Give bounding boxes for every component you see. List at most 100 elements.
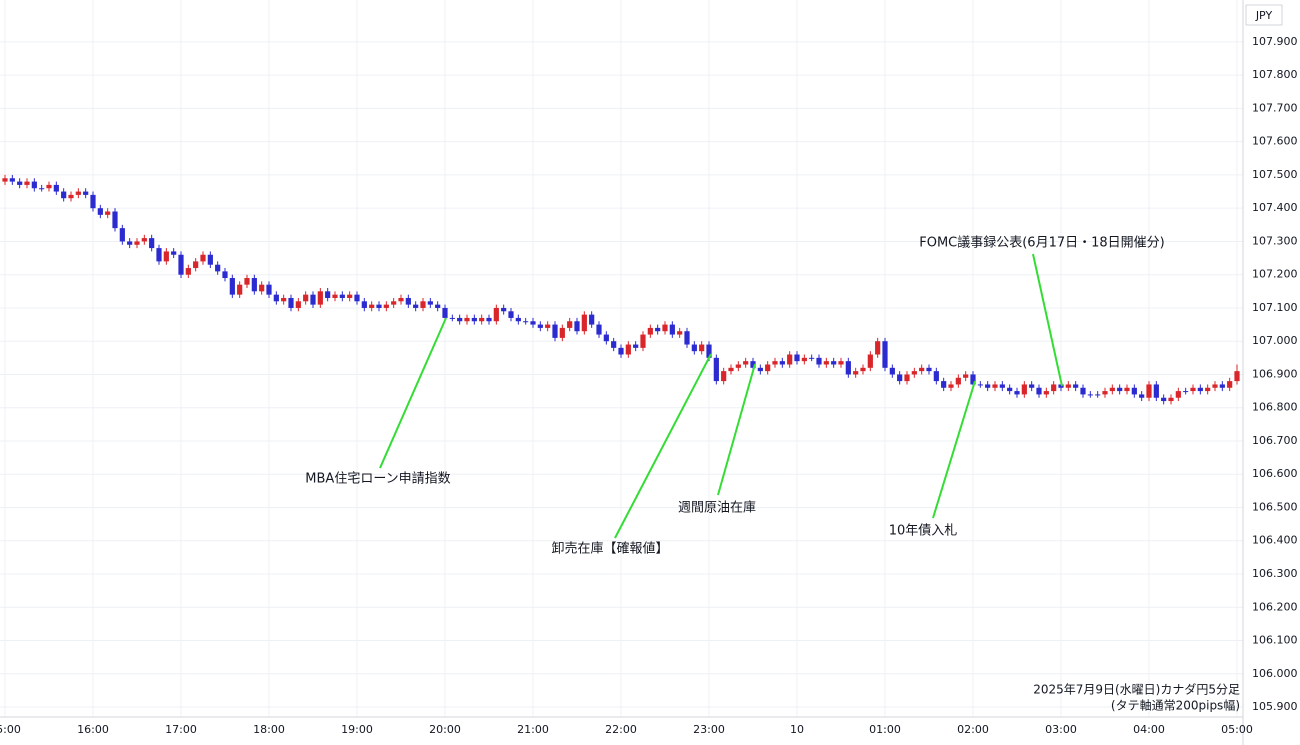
- y-tick-label: 107.300: [1252, 234, 1298, 247]
- candle-body: [413, 304, 419, 308]
- candle-body: [882, 341, 888, 368]
- candle-body: [90, 194, 96, 209]
- candle-body: [471, 317, 477, 322]
- candle-body: [369, 304, 375, 308]
- candle-body: [75, 191, 81, 195]
- y-axis-label: JPY: [1255, 9, 1273, 22]
- candle-body: [266, 284, 272, 295]
- candle-body: [985, 384, 991, 388]
- candle-body: [1014, 391, 1020, 395]
- y-tick-label: 106.300: [1252, 567, 1298, 580]
- annotation-line: [717, 363, 756, 496]
- x-tick-label: 05:00: [1221, 723, 1253, 736]
- candle-body: [735, 364, 741, 368]
- candle-body: [215, 264, 221, 272]
- candle-body: [39, 188, 45, 190]
- candle-body: [677, 331, 683, 335]
- y-tick-label: 107.000: [1252, 334, 1298, 347]
- candle-body: [31, 181, 37, 189]
- candle-body: [845, 361, 851, 375]
- candle-body: [200, 254, 206, 262]
- candle-body: [963, 374, 969, 378]
- candle-body: [325, 291, 331, 298]
- annotation: FOMC議事録公表(6月17日・18日開催分): [919, 236, 1165, 251]
- candle-body: [897, 374, 903, 382]
- y-tick-label: 107.100: [1252, 301, 1298, 314]
- candle-body: [618, 347, 624, 355]
- y-tick-label: 107.200: [1252, 268, 1298, 281]
- candle-body: [640, 334, 646, 348]
- candle-body: [229, 278, 235, 295]
- candle-body: [1095, 394, 1101, 396]
- candle-body: [911, 371, 917, 375]
- candle-body: [596, 324, 602, 335]
- candle-body: [823, 361, 829, 365]
- y-label-box: [1245, 4, 1283, 26]
- candle-body: [398, 297, 404, 302]
- y-tick-label: 107.900: [1252, 35, 1298, 48]
- y-tick-label: 107.500: [1252, 168, 1298, 181]
- candle-body: [515, 317, 521, 322]
- candle-body: [508, 311, 514, 318]
- candle-body: [955, 377, 961, 385]
- candle-body: [1080, 387, 1086, 395]
- candle-body: [1212, 384, 1218, 388]
- candle-body: [559, 327, 565, 338]
- candle-body: [1190, 387, 1196, 392]
- candle-body: [105, 211, 111, 215]
- y-tick-label: 107.700: [1252, 101, 1298, 114]
- candle-body: [134, 241, 140, 245]
- candle-body: [178, 254, 184, 275]
- candle-body: [1146, 384, 1152, 398]
- candle-body: [691, 344, 697, 352]
- candle-body: [1197, 387, 1203, 392]
- candle-body: [977, 384, 983, 386]
- candle-body: [17, 181, 23, 185]
- candle-body: [838, 361, 844, 365]
- candle-body: [281, 297, 287, 302]
- annotation-line: [932, 380, 976, 519]
- candle-body: [1153, 384, 1159, 398]
- candle-body: [1087, 394, 1093, 396]
- x-tick-label: 02:00: [957, 723, 989, 736]
- candle-body: [435, 304, 441, 308]
- candle-body: [361, 301, 367, 308]
- candle-body: [655, 327, 661, 332]
- candle-body: [1117, 387, 1123, 392]
- candle-body: [207, 254, 213, 265]
- candle-body: [706, 344, 712, 358]
- candle-body: [992, 384, 998, 388]
- candle-body: [750, 361, 756, 368]
- candle-body: [9, 178, 15, 182]
- candle-body: [552, 324, 558, 338]
- candle-body: [46, 184, 52, 189]
- candle-body: [486, 317, 492, 322]
- candle-body: [948, 384, 954, 388]
- y-tick-label: 106.400: [1252, 534, 1298, 547]
- annotation: 10年債入札: [889, 524, 958, 539]
- candle-body: [493, 307, 499, 322]
- candle-body: [83, 191, 89, 195]
- candle-body: [1175, 391, 1181, 398]
- candle-body: [603, 334, 609, 342]
- x-tick-label: 19:00: [341, 723, 373, 736]
- candle-body: [875, 341, 881, 355]
- candle-body: [420, 301, 426, 308]
- candle-body: [611, 341, 617, 348]
- candle-body: [464, 317, 470, 322]
- annotation: 卸売在庫【確報値】: [551, 541, 668, 557]
- candle-body: [1065, 384, 1071, 388]
- candle-body: [442, 307, 448, 318]
- candle-body: [1109, 387, 1115, 392]
- candle-body: [853, 371, 859, 375]
- x-tick-label: 17:00: [165, 723, 197, 736]
- candle-body: [383, 304, 389, 308]
- candle-body: [999, 384, 1005, 388]
- x-tick-label: 18:00: [253, 723, 285, 736]
- candle-body: [772, 361, 778, 365]
- candle-body: [1234, 371, 1240, 382]
- y-tick-label: 106.000: [1252, 667, 1298, 680]
- candle-body: [1227, 381, 1233, 388]
- candle-body: [119, 228, 125, 242]
- candle-body: [779, 361, 785, 365]
